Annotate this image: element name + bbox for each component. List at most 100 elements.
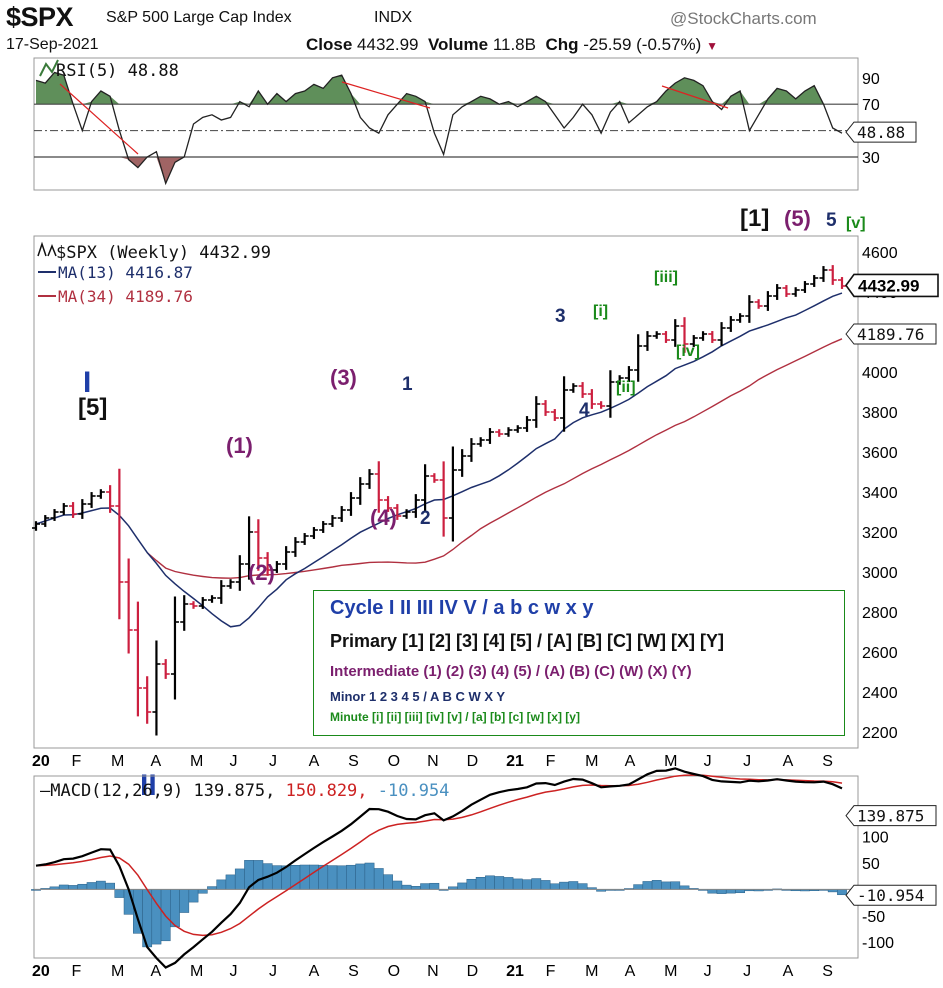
rsi-oversold-fill: [36, 157, 842, 184]
macd-hist-bar: [670, 881, 681, 890]
price-tick-label: 2600: [862, 645, 898, 662]
rsi-trend-annotation-1: [341, 81, 431, 109]
macd-hist-bar: [373, 868, 384, 890]
macd-hist-bar: [716, 889, 727, 894]
ma34-legend-text: MA(34) 4189.76: [58, 287, 193, 306]
macd-last-tag-frame: [845, 805, 937, 827]
index-name: S&P 500 Large Cap Index: [106, 9, 292, 26]
macd-xaxis-label: F: [546, 963, 556, 980]
macd-hist-bar: [457, 882, 468, 890]
price-title: $SPX (Weekly) 4432.99: [56, 243, 271, 263]
macd-title-signal: 150.829,: [275, 781, 367, 801]
macd-hist-bar: [290, 864, 301, 890]
stockcharts-watermark: @StockCharts.com: [670, 9, 817, 28]
macd-xaxis-label: N: [427, 963, 439, 980]
chg-value: -25.59 (-0.57%): [583, 35, 702, 54]
last-close-tag-frame: [845, 273, 939, 298]
wave-label-int-1: (1): [226, 433, 253, 458]
macd-line: [35, 767, 843, 969]
macd-xaxis-label: J: [269, 963, 277, 980]
chg-label: Chg: [545, 35, 579, 54]
price-xaxis-label: F: [72, 753, 82, 770]
macd-hist-bar: [355, 863, 366, 890]
wave-label-minute-iv: [iv]: [676, 343, 700, 360]
macd-xaxis-label: F: [72, 963, 82, 980]
macd-signal-line: [35, 774, 843, 937]
macd-tick-label: 50: [862, 856, 880, 873]
wave-label-minor-3: 3: [555, 306, 566, 327]
quote-line: Close 4432.99 Volume 11.8B Chg -25.59 (-…: [306, 35, 718, 55]
macd-xaxis-label: M: [585, 963, 598, 980]
exchange-label: INDX: [374, 9, 413, 26]
macd-title-hist: -10.954: [368, 781, 450, 801]
macd-xaxis-label: S: [348, 963, 359, 980]
macd-hist-bar: [401, 884, 412, 890]
price-xaxis-label: 21: [506, 753, 524, 770]
last-close-tag: 4432.99: [845, 273, 939, 298]
rsi-tick-label: 30: [862, 150, 880, 167]
rsi-overbought-fill: [36, 72, 842, 105]
rsi-tick-label: 70: [862, 97, 880, 114]
ma34-last-tag-text: 4189.76: [857, 325, 924, 344]
macd-hist-bar: [512, 878, 523, 890]
macd-hist-bar: [197, 889, 208, 894]
macd-xaxis-label: A: [151, 963, 162, 980]
macd-xaxis-label: M: [111, 963, 124, 980]
ma13-legend-text: MA(13) 4416.87: [58, 263, 193, 282]
macd-hist-bar: [466, 878, 477, 890]
macd-tick-label: -100: [862, 935, 894, 952]
macd-hist-bar: [494, 876, 505, 890]
price-xaxis-label: D: [467, 753, 479, 770]
macd-hist-bar: [58, 884, 69, 890]
price-tick-label: 3800: [862, 405, 898, 422]
macd-hist-bar: [633, 884, 644, 890]
macd-xaxis-label: M: [664, 963, 677, 980]
wave-label-minor-5: 5: [826, 210, 837, 231]
macd-xaxis-label: J: [704, 963, 712, 980]
macd-hist-bar: [114, 889, 125, 898]
macd-hist-bar: [346, 864, 356, 890]
macd-xaxis-label: J: [743, 963, 751, 980]
price-xaxis-label: J: [743, 753, 751, 770]
rsi-icon: [39, 59, 59, 77]
chart-date: 17-Sep-2021: [6, 36, 99, 53]
macd-hist-bar: [68, 885, 78, 890]
rsi-title: RSI(5) 48.88: [56, 61, 179, 81]
close-label: Close: [306, 35, 353, 54]
price-xaxis-label: J: [269, 753, 277, 770]
price-bars: [32, 265, 846, 736]
price-tick-label: 3400: [862, 485, 898, 502]
macd-last-tag-text: 139.875: [857, 807, 924, 826]
price-xaxis-label: N: [427, 753, 439, 770]
wave-label-minute-i: [i]: [593, 303, 608, 320]
macd-hist-bar: [429, 882, 440, 890]
wave-degree-legend: Cycle I II III IV V / a b c w x y Primar…: [313, 590, 845, 736]
price-xaxis-label: A: [783, 753, 794, 770]
rsi-tick-label: 90: [862, 71, 880, 88]
macd-hist-bar: [420, 883, 430, 890]
macd-hist-bar: [188, 889, 199, 903]
price-panel-frame: [33, 235, 859, 749]
macd-hist-bar: [383, 874, 393, 890]
macd-hist-bar: [503, 877, 514, 890]
macd-hist-bar: [225, 874, 236, 890]
macd-hist-bar: [707, 889, 718, 894]
macd-hist-bar: [234, 868, 245, 890]
macd-xaxis-label: A: [309, 963, 320, 980]
macd-hist-bar: [485, 875, 495, 890]
macd-hist-bar: [679, 885, 690, 890]
wave-label-int-3: (3): [330, 365, 357, 390]
macd-xaxis-label: 20: [32, 963, 50, 980]
wave-label-minute-iii: [iii]: [654, 269, 678, 286]
macd-hist-bar: [364, 862, 375, 890]
rsi-trend-annotation-0: [59, 83, 139, 155]
macd-hist-bar: [642, 881, 653, 890]
price-tick-label: 3200: [862, 525, 898, 542]
rsi-trend-annotation-2: [661, 85, 729, 109]
wave-label-cycle-I: I: [83, 366, 91, 399]
price-xaxis-label: 20: [32, 753, 50, 770]
macd-xaxis-label: O: [388, 963, 400, 980]
rsi-last-tag: 48.88: [845, 121, 917, 143]
price-xaxis-label: O: [388, 753, 400, 770]
macd-tick-label: -50: [862, 909, 885, 926]
